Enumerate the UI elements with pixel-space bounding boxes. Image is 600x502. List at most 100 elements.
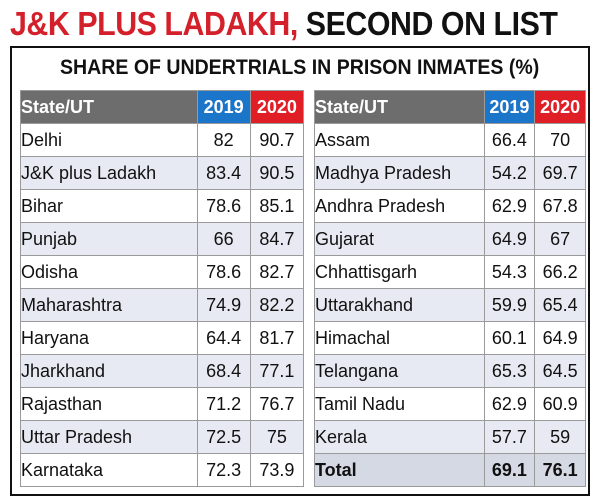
headline: J&K PLUS LADAKH, SECOND ON LIST: [10, 4, 558, 44]
table-row: Maharashtra 74.9 82.2: [20, 288, 305, 322]
value-2019-cell: 54.3: [483, 255, 536, 289]
chart-title: SHARE OF UNDERTRIALS IN PRISON INMATES (…: [12, 52, 588, 84]
state-cell: Uttarakhand: [314, 288, 485, 322]
column-header-state: State/UT: [314, 90, 485, 124]
value-2019-cell: 83.4: [196, 156, 251, 190]
table-row: Karnataka 72.3 73.9: [20, 453, 305, 487]
table-row: Bihar 78.6 85.1: [20, 189, 305, 223]
table-row: Telangana 65.3 64.5: [314, 354, 586, 388]
table-row: J&K plus Ladakh 83.4 90.5: [20, 156, 305, 190]
column-header-2019: 2019: [483, 90, 536, 124]
value-2019-cell: 74.9: [196, 288, 251, 322]
state-cell: Chhattisgarh: [314, 255, 485, 289]
state-cell: Punjab: [20, 222, 198, 256]
table-row: Delhi 82 90.7: [20, 123, 305, 157]
value-2020-cell: 75: [249, 420, 305, 454]
value-2020-cell: 81.7: [249, 321, 305, 355]
table-row: Kerala 57.7 59: [314, 420, 586, 454]
total-row: Total 69.1 76.1: [314, 453, 586, 487]
table-row: Jharkhand 68.4 77.1: [20, 354, 305, 388]
state-cell: Assam: [314, 123, 485, 157]
state-cell: Karnataka: [20, 453, 198, 487]
value-2020-cell: 76.7: [249, 387, 305, 421]
state-cell: J&K plus Ladakh: [20, 156, 198, 190]
value-2020-cell: 84.7: [249, 222, 305, 256]
value-2019-cell: 71.2: [196, 387, 251, 421]
value-2020-cell: 90.7: [249, 123, 305, 157]
column-header-state: State/UT: [20, 90, 198, 124]
value-2019-cell: 65.3: [483, 354, 536, 388]
state-cell: Tamil Nadu: [314, 387, 485, 421]
value-2020-cell: 66.2: [534, 255, 586, 289]
table-row: Uttar Pradesh 72.5 75: [20, 420, 305, 454]
value-2020-cell: 77.1: [249, 354, 305, 388]
value-2019-cell: 62.9: [483, 189, 536, 223]
state-cell: Rajasthan: [20, 387, 198, 421]
headline-black: SECOND ON LIST: [297, 5, 558, 42]
state-cell: Himachal: [314, 321, 485, 355]
table-row: Odisha 78.6 82.7: [20, 255, 305, 289]
value-2019-cell: 59.9: [483, 288, 536, 322]
value-2019-cell: 78.6: [196, 255, 251, 289]
table-row: Assam 66.4 70: [314, 123, 586, 157]
total-2019-cell: 69.1: [483, 453, 536, 487]
value-2019-cell: 72.5: [196, 420, 251, 454]
state-cell: Telangana: [314, 354, 485, 388]
chart-title-text: SHARE OF UNDERTRIALS IN PRISON INMATES (…: [60, 56, 540, 79]
state-cell: Maharashtra: [20, 288, 198, 322]
value-2020-cell: 73.9: [249, 453, 305, 487]
state-cell: Kerala: [314, 420, 485, 454]
value-2020-cell: 69.7: [534, 156, 586, 190]
right-table-body: Assam 66.4 70 Madhya Pradesh 54.2 69.7 Andhra …: [314, 123, 586, 487]
value-2020-cell: 67.8: [534, 189, 586, 223]
value-2019-cell: 62.9: [483, 387, 536, 421]
value-2020-cell: 67: [534, 222, 586, 256]
column-header-2019: 2019: [196, 90, 251, 124]
left-table: State/UT 2019 2020 Delhi 82 90.7 J&K plus L…: [20, 90, 305, 487]
state-cell: Jharkhand: [20, 354, 198, 388]
state-cell: Odisha: [20, 255, 198, 289]
table-row: Madhya Pradesh 54.2 69.7: [314, 156, 586, 190]
value-2020-cell: 59: [534, 420, 586, 454]
column-header-2020: 2020: [534, 90, 586, 124]
value-2019-cell: 68.4: [196, 354, 251, 388]
table-row: Gujarat 64.9 67: [314, 222, 586, 256]
value-2020-cell: 64.5: [534, 354, 586, 388]
state-cell: Andhra Pradesh: [314, 189, 485, 223]
column-header-2020: 2020: [249, 90, 305, 124]
table-row: Uttarakhand 59.9 65.4: [314, 288, 586, 322]
value-2019-cell: 66.4: [483, 123, 536, 157]
header-row: State/UT 2019 2020: [20, 90, 305, 124]
table-row: Tamil Nadu 62.9 60.9: [314, 387, 586, 421]
state-cell: Uttar Pradesh: [20, 420, 198, 454]
table-row: Himachal 60.1 64.9: [314, 321, 586, 355]
total-2020-cell: 76.1: [534, 453, 586, 487]
table-row: Punjab 66 84.7: [20, 222, 305, 256]
value-2019-cell: 64.9: [483, 222, 536, 256]
value-2020-cell: 90.5: [249, 156, 305, 190]
state-cell: Madhya Pradesh: [314, 156, 485, 190]
total-label-cell: Total: [314, 453, 485, 487]
value-2019-cell: 60.1: [483, 321, 536, 355]
state-cell: Delhi: [20, 123, 198, 157]
right-table: State/UT 2019 2020 Assam 66.4 70 Madhya Pra…: [314, 90, 586, 487]
chart-frame: SHARE OF UNDERTRIALS IN PRISON INMATES (…: [10, 46, 590, 496]
value-2020-cell: 64.9: [534, 321, 586, 355]
value-2019-cell: 72.3: [196, 453, 251, 487]
value-2019-cell: 64.4: [196, 321, 251, 355]
header-row: State/UT 2019 2020: [314, 90, 586, 124]
value-2019-cell: 82: [196, 123, 251, 157]
table-row: Chhattisgarh 54.3 66.2: [314, 255, 586, 289]
value-2019-cell: 57.7: [483, 420, 536, 454]
value-2019-cell: 78.6: [196, 189, 251, 223]
table-row: Haryana 64.4 81.7: [20, 321, 305, 355]
headline-red: J&K PLUS LADAKH,: [10, 5, 298, 42]
value-2020-cell: 85.1: [249, 189, 305, 223]
value-2019-cell: 66: [196, 222, 251, 256]
value-2020-cell: 60.9: [534, 387, 586, 421]
state-cell: Gujarat: [314, 222, 485, 256]
table-row: Andhra Pradesh 62.9 67.8: [314, 189, 586, 223]
state-cell: Haryana: [20, 321, 198, 355]
state-cell: Bihar: [20, 189, 198, 223]
value-2019-cell: 54.2: [483, 156, 536, 190]
